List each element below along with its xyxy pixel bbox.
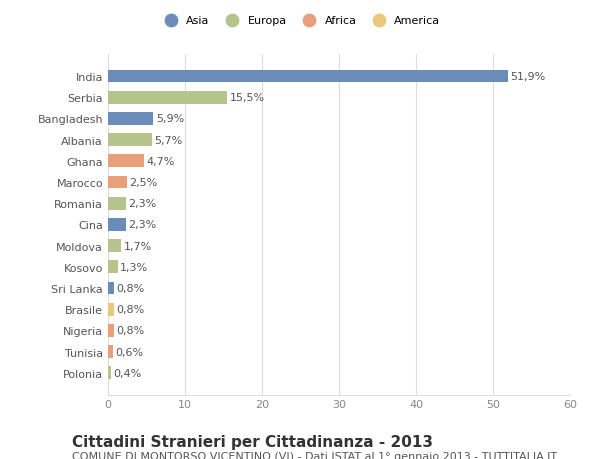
Bar xyxy=(108,134,152,147)
Bar xyxy=(108,303,114,316)
Text: 5,7%: 5,7% xyxy=(154,135,182,146)
Bar xyxy=(108,325,114,337)
Text: 0,4%: 0,4% xyxy=(113,368,142,378)
Text: 0,8%: 0,8% xyxy=(116,283,145,293)
Text: 2,3%: 2,3% xyxy=(128,220,156,230)
Bar xyxy=(108,240,121,252)
Bar xyxy=(108,176,127,189)
Bar xyxy=(108,197,126,210)
Bar xyxy=(108,367,111,379)
Text: 2,5%: 2,5% xyxy=(130,178,158,188)
Bar xyxy=(108,261,118,274)
Text: Cittadini Stranieri per Cittadinanza - 2013: Cittadini Stranieri per Cittadinanza - 2… xyxy=(72,434,433,449)
Legend: Asia, Europa, Africa, America: Asia, Europa, Africa, America xyxy=(157,12,443,29)
Text: 4,7%: 4,7% xyxy=(146,157,175,167)
Text: 2,3%: 2,3% xyxy=(128,199,156,209)
Text: COMUNE DI MONTORSO VICENTINO (VI) - Dati ISTAT al 1° gennaio 2013 - TUTTITALIA.I: COMUNE DI MONTORSO VICENTINO (VI) - Dati… xyxy=(72,451,557,459)
Text: 15,5%: 15,5% xyxy=(230,93,265,103)
Bar xyxy=(108,282,114,295)
Text: 0,8%: 0,8% xyxy=(116,326,145,336)
Bar xyxy=(108,346,113,358)
Text: 1,7%: 1,7% xyxy=(124,241,152,251)
Text: 0,6%: 0,6% xyxy=(115,347,143,357)
Bar xyxy=(108,92,227,104)
Text: 0,8%: 0,8% xyxy=(116,304,145,314)
Text: 51,9%: 51,9% xyxy=(510,72,545,82)
Bar xyxy=(108,218,126,231)
Text: 1,3%: 1,3% xyxy=(121,262,148,272)
Bar xyxy=(108,155,144,168)
Text: 5,9%: 5,9% xyxy=(156,114,184,124)
Bar xyxy=(108,113,154,125)
Bar xyxy=(108,71,508,83)
